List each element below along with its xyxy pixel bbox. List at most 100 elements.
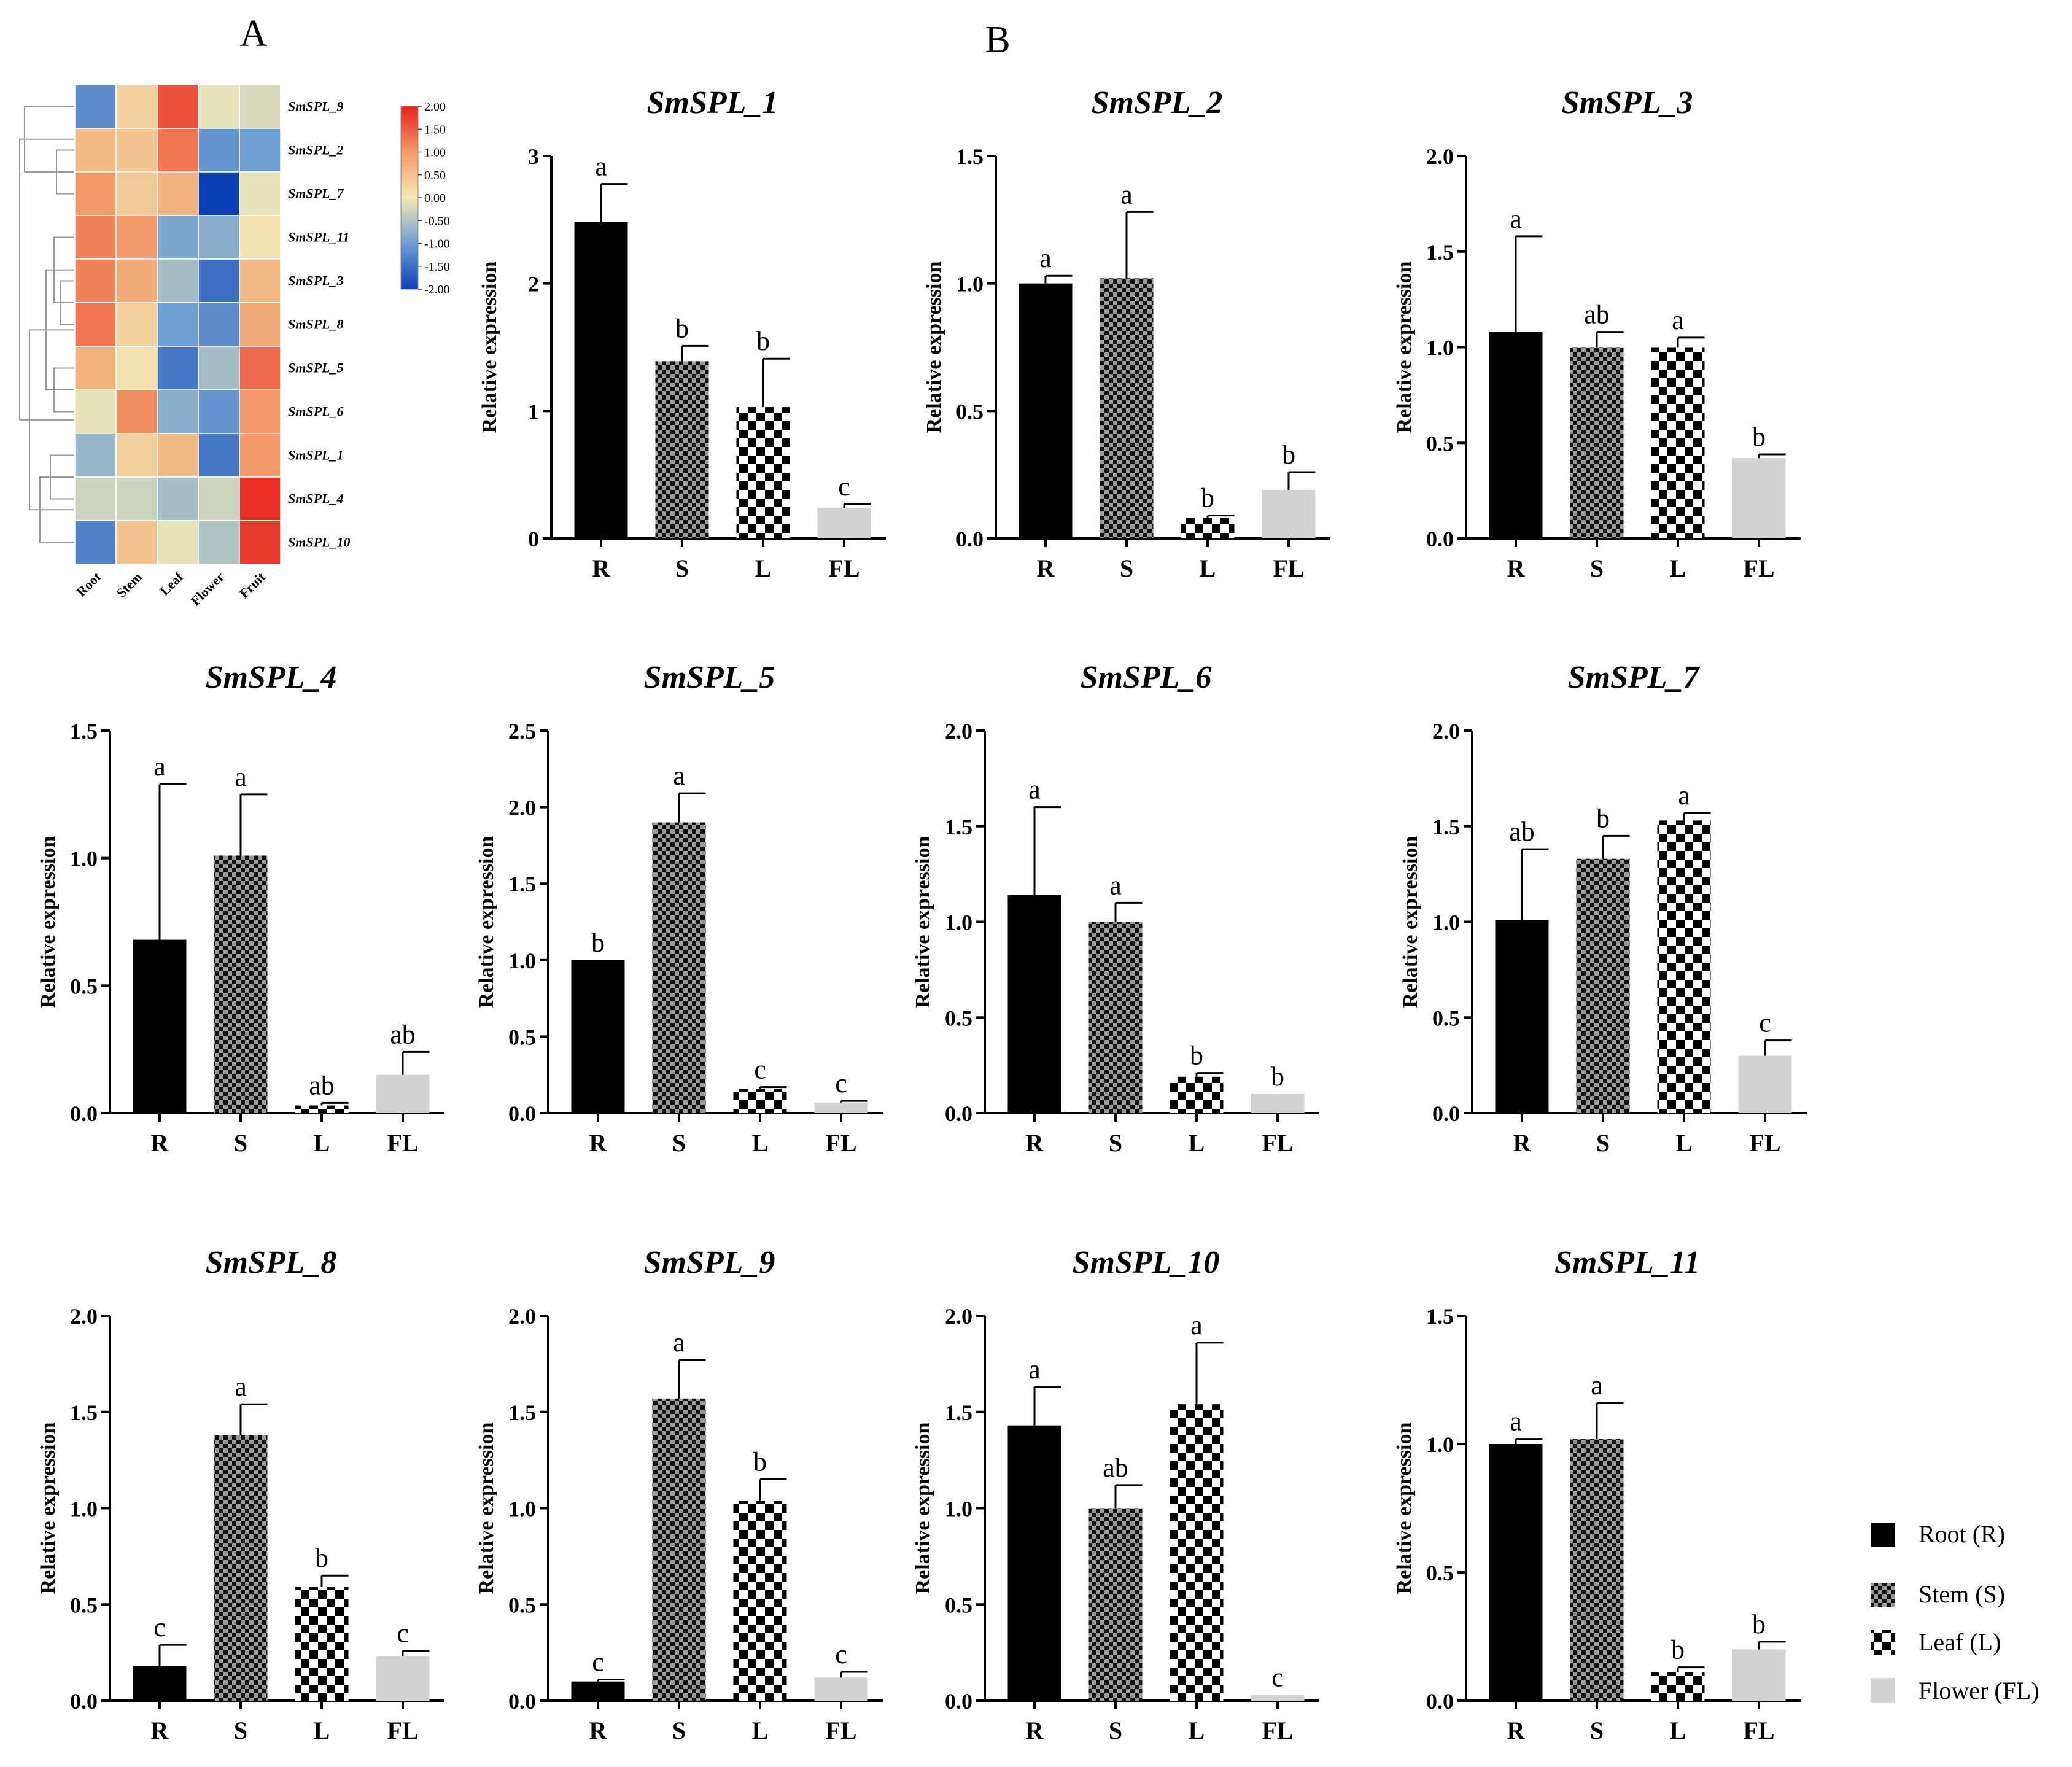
y-tick-label: 0.5 (70, 1593, 98, 1617)
y-tick-label: 0.0 (1426, 527, 1454, 551)
y-tick-label: 1.0 (70, 847, 98, 871)
y-tick-label: 0.5 (1426, 431, 1454, 456)
y-tick-label: 0 (528, 527, 539, 551)
y-tick-label: 0.0 (508, 1689, 536, 1714)
heatmap-cell-smspl-2-root (74, 128, 117, 173)
x-tick-label: FL (1262, 1717, 1293, 1744)
colorbar-tick-label: -0.50 (424, 214, 450, 228)
y-tick-label: 0.0 (1432, 1101, 1460, 1126)
heatmap-row-label: SmSPL_3 (288, 273, 343, 289)
significance-label: b (1596, 803, 1610, 833)
x-tick-label: FL (825, 1129, 856, 1157)
bar-smspl-5-fl (814, 1102, 868, 1113)
significance-label: ab (1509, 817, 1535, 847)
y-tick-label: 0.0 (1426, 1689, 1454, 1714)
heatmap-cell-smspl-8-leaf (157, 302, 199, 347)
x-tick-label: S (675, 554, 689, 582)
bar-smspl-7-fl (1738, 1055, 1792, 1113)
significance-label: a (1510, 1407, 1522, 1437)
heatmap-cell-smspl-11-leaf (157, 215, 199, 260)
y-tick-label: 1.5 (1432, 815, 1460, 839)
colorbar-tick-label: 1.50 (424, 123, 446, 136)
heatmap-cell-smspl-6-fruit (239, 389, 281, 434)
significance-label: a (1039, 243, 1052, 273)
significance-label: b (1752, 1609, 1766, 1639)
y-axis-label: Relative expression (923, 261, 945, 433)
heatmap-column-label: Fruit (236, 569, 269, 601)
y-tick-label: 0.0 (70, 1101, 98, 1126)
bar-smspl-6-r (1007, 895, 1061, 1113)
x-tick-label: L (1670, 554, 1686, 582)
significance-label: c (754, 1055, 766, 1085)
heatmap-cell-smspl-4-flower (198, 476, 240, 521)
bar-smspl-10-fl (1251, 1695, 1305, 1701)
bar-smspl-8-l (295, 1587, 349, 1701)
x-tick-label: S (672, 1717, 686, 1744)
bar-smspl-5-s (652, 822, 706, 1113)
y-tick-label: 0.5 (1426, 1561, 1454, 1585)
x-tick-label: L (1670, 1717, 1686, 1744)
heatmap-cell-smspl-5-root (74, 346, 117, 390)
bar-smspl-2-l (1181, 518, 1235, 538)
heatmap-cell-smspl-9-stem (115, 84, 158, 129)
y-tick-label: 1.0 (956, 272, 984, 297)
x-tick-label: S (1109, 1129, 1122, 1157)
x-tick-label: L (314, 1129, 330, 1157)
x-tick-label: S (234, 1717, 247, 1744)
y-tick-label: 2.5 (508, 719, 536, 744)
heatmap-cell-smspl-5-flower (198, 346, 240, 390)
heatmap-cell-smspl-3-leaf (157, 258, 199, 303)
heatmap-cell-smspl-2-leaf (157, 128, 199, 173)
bar-smspl-1-fl (817, 508, 871, 538)
legend-label-root: Root (R) (1919, 1520, 2005, 1548)
heatmap-cell-smspl-1-flower (198, 433, 240, 478)
y-tick-label: 0.5 (1432, 1006, 1460, 1030)
x-tick-label: R (1513, 1129, 1532, 1157)
y-tick-label: 0.0 (945, 1689, 972, 1714)
heatmap-cell-smspl-11-stem (115, 215, 158, 260)
heatmap-cell-smspl-5-leaf (157, 346, 199, 390)
significance-label: a (1678, 780, 1690, 810)
y-tick-label: 3 (528, 144, 539, 169)
heatmap-row-label: SmSPL_5 (288, 360, 343, 376)
significance-label: a (1028, 1354, 1041, 1384)
heatmap-row-label: SmSPL_8 (288, 317, 343, 332)
significance-label: b (315, 1543, 328, 1573)
colorbar-tick-label: -1.50 (424, 260, 450, 274)
heatmap-cell-smspl-3-stem (115, 258, 158, 303)
bar-smspl-4-r (133, 939, 187, 1113)
heatmap-cell-smspl-5-stem (115, 346, 158, 390)
chart-title: SmSPL_2 (1092, 85, 1223, 120)
bar-smspl-7-l (1657, 820, 1711, 1113)
x-tick-label: R (151, 1717, 169, 1744)
x-tick-label: L (755, 554, 772, 582)
legend-label-stem: Stem (S) (1919, 1580, 2005, 1608)
y-axis-label: Relative expression (475, 1422, 498, 1594)
bar-smspl-10-l (1170, 1404, 1224, 1701)
heatmap-cell-smspl-3-root (74, 258, 117, 303)
heatmap-cell-smspl-2-stem (115, 128, 158, 173)
y-tick-label: 1.5 (945, 815, 972, 839)
heatmap-cell-smspl-10-root (74, 520, 117, 565)
x-tick-label: FL (1273, 554, 1304, 582)
significance-label: b (1671, 1635, 1685, 1665)
panel-label-a: A (240, 13, 268, 55)
heatmap-cell-smspl-1-leaf (157, 433, 199, 478)
bar-smspl-3-l (1651, 347, 1705, 538)
chart-smspl-4: SmSPL_4 Relative expression 0.0 0.5 1.0 1.5 Ra… (37, 660, 444, 1157)
y-tick-label: 0.5 (508, 1025, 536, 1049)
legend-label-flower: Flower (FL) (1919, 1677, 2039, 1704)
y-tick-label: 1.0 (508, 1497, 536, 1521)
legend-swatch-root (1871, 1523, 1895, 1547)
chart-smspl-8: SmSPL_8 Relative expression 0.0 0.5 1.0 1.5 2.… (37, 1245, 444, 1744)
significance-label: c (153, 1612, 166, 1642)
heatmap-cell-smspl-9-root (74, 84, 117, 129)
heatmap-row-label: SmSPL_9 (288, 99, 343, 114)
significance-label: a (1591, 1370, 1603, 1400)
x-tick-label: FL (1743, 1717, 1774, 1744)
heatmap-cell-smspl-7-stem (115, 171, 158, 216)
heatmap-cell-smspl-5-fruit (239, 346, 281, 390)
x-tick-label: S (1596, 1129, 1610, 1157)
bar-smspl-2-fl (1262, 490, 1316, 538)
